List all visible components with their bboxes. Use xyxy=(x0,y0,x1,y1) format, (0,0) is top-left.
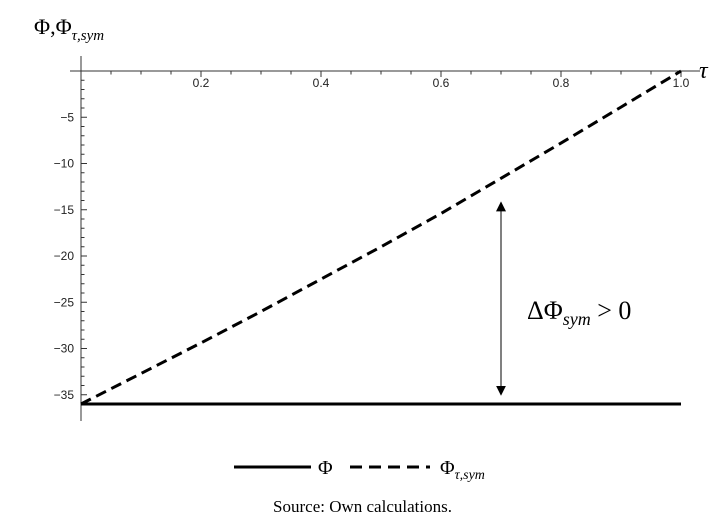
series-layer xyxy=(80,69,682,406)
legend-label-phi: Φ xyxy=(318,457,333,479)
source-note: Source: Own calculations. xyxy=(273,497,452,516)
annotation-label: ΔΦsym > 0 xyxy=(527,296,631,329)
legend: Φ Φτ,sym xyxy=(234,457,485,483)
x-tick-label: 1.0 xyxy=(673,76,690,90)
x-tick-label: 0.4 xyxy=(313,76,330,90)
annotation-label-tail: > 0 xyxy=(591,296,632,325)
y-axis-title-sub: τ,sym xyxy=(72,28,105,44)
y-ticks: −5 −10 −15 −20 −25 −30 −35 xyxy=(54,79,87,405)
legend-label-phi-tau-sym: Φτ,sym xyxy=(440,457,485,483)
legend-label-phi-tau-sym-sub: τ,sym xyxy=(455,468,485,483)
y-axis-title: Φ,Φτ,sym xyxy=(34,14,104,44)
y-tick-label: −5 xyxy=(60,110,74,124)
annotation-label-main: ΔΦ xyxy=(527,296,563,325)
series-phi-tau-sym-line xyxy=(80,69,682,406)
legend-label-phi-main: Φ xyxy=(318,457,333,479)
y-axis-title-main: Φ,Φ xyxy=(34,14,72,39)
y-tick-label: −20 xyxy=(54,249,75,263)
x-ticks: 0.2 0.4 0.6 0.8 1.0 xyxy=(110,71,690,90)
x-tick-label: 0.8 xyxy=(553,76,570,90)
x-axis-title: τ xyxy=(699,58,709,84)
x-tick-label: 0.2 xyxy=(193,76,210,90)
legend-label-phi-tau-sym-main: Φ xyxy=(440,457,455,479)
y-tick-label: −25 xyxy=(54,295,75,309)
y-tick-label: −10 xyxy=(54,157,75,171)
y-tick-label: −30 xyxy=(54,342,75,356)
y-tick-label: −35 xyxy=(54,388,75,402)
annotation-label-sub: sym xyxy=(563,309,591,329)
y-tick-label: −15 xyxy=(54,203,75,217)
x-tick-label: 0.6 xyxy=(433,76,450,90)
